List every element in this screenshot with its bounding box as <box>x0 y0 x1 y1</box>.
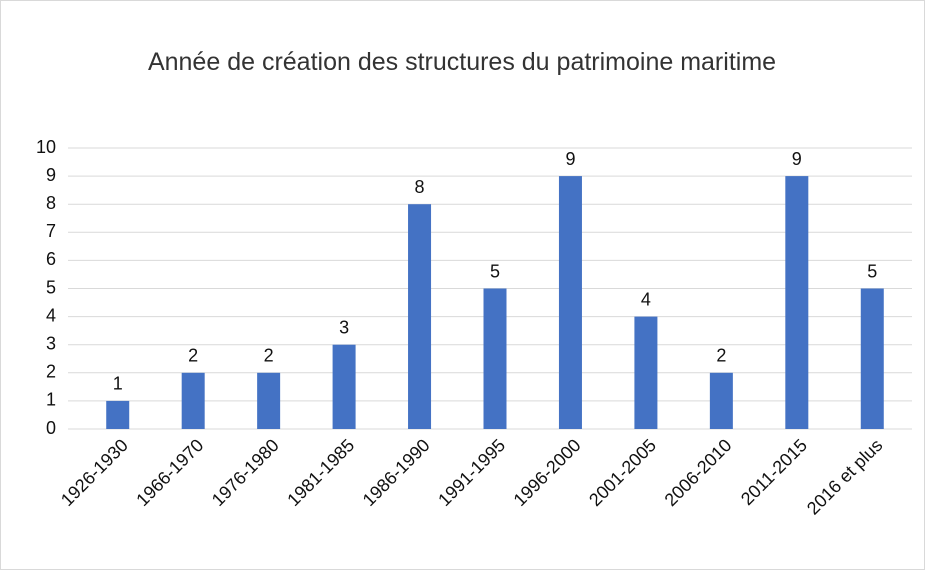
x-tick-label: 2001-2005 <box>585 435 660 510</box>
data-label: 2 <box>188 346 198 366</box>
bar <box>106 400 130 429</box>
bar <box>709 372 733 429</box>
bar <box>785 176 809 429</box>
x-tick-label: 1996-2000 <box>510 435 585 510</box>
y-tick-label: 9 <box>46 165 56 185</box>
data-label: 8 <box>415 177 425 197</box>
data-label: 5 <box>867 261 877 281</box>
bar <box>332 344 356 429</box>
bar <box>483 288 507 429</box>
y-tick-label: 8 <box>46 193 56 213</box>
y-tick-label: 6 <box>46 249 56 269</box>
data-label: 4 <box>641 289 651 309</box>
bar <box>257 372 281 429</box>
data-label: 9 <box>792 149 802 169</box>
y-tick-label: 1 <box>46 390 56 410</box>
data-label: 1 <box>113 374 123 394</box>
data-label: 5 <box>490 261 500 281</box>
y-tick-label: 5 <box>46 277 56 297</box>
bar <box>181 372 205 429</box>
x-tick-label: 1981-1985 <box>283 435 358 510</box>
x-tick-label: 1986-1990 <box>359 435 434 510</box>
bar <box>558 176 582 429</box>
y-tick-label: 2 <box>46 362 56 382</box>
x-tick-label: 1926-1930 <box>57 435 132 510</box>
x-tick-label: 2006-2010 <box>661 435 736 510</box>
chart-title: Année de création des structures du patr… <box>147 48 777 76</box>
x-tick-label: 2011-2015 <box>737 435 811 509</box>
y-tick-label: 3 <box>46 333 56 353</box>
x-tick-label: 1976-1980 <box>208 435 283 510</box>
data-label: 2 <box>264 346 274 366</box>
data-label: 3 <box>339 317 349 337</box>
x-tick-label: 1966-1970 <box>132 435 207 510</box>
y-tick-label: 7 <box>46 221 56 241</box>
y-tick-label: 4 <box>46 305 56 325</box>
x-tick-label: 1991-1995 <box>434 435 509 510</box>
y-tick-label: 0 <box>46 418 56 438</box>
bar <box>408 204 432 429</box>
x-tick-label: 2016 et plus <box>803 435 886 518</box>
data-label: 2 <box>716 346 726 366</box>
bar <box>634 316 658 429</box>
y-tick-label: 10 <box>36 137 56 157</box>
data-label: 9 <box>565 149 575 169</box>
bar <box>860 288 884 429</box>
